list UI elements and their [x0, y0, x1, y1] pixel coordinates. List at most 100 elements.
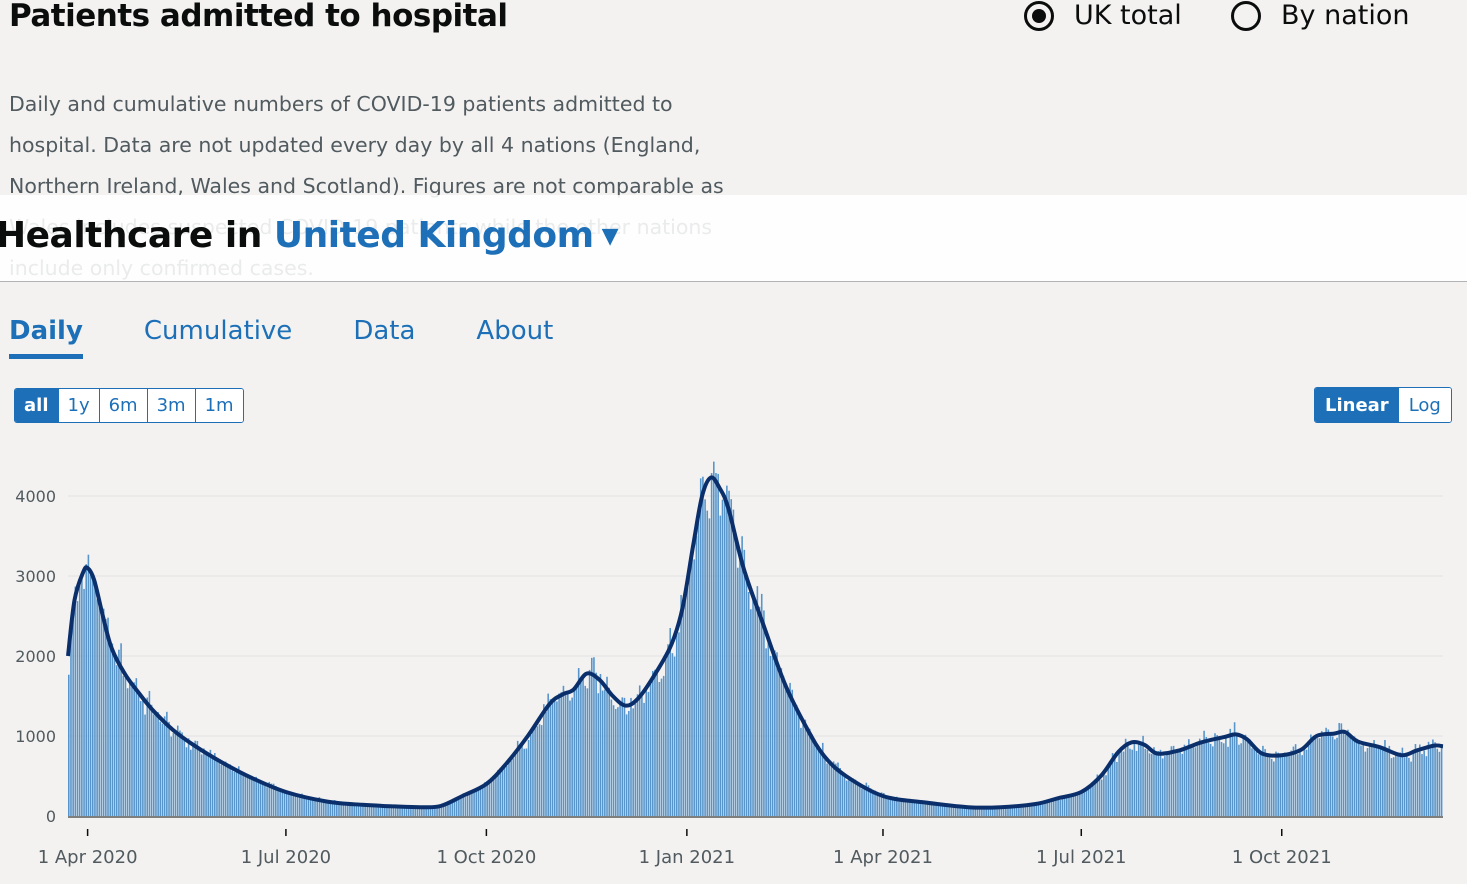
range-6m-button[interactable]: 6m [99, 389, 148, 422]
daily-bar [322, 802, 325, 816]
daily-bar [505, 765, 508, 816]
daily-bar [619, 703, 621, 816]
daily-bar [1122, 751, 1125, 816]
daily-bar [1222, 743, 1225, 816]
radio-uk-total-label: UK total [1074, 0, 1182, 31]
daily-bar [1209, 743, 1212, 816]
daily-bar [495, 776, 497, 816]
tab-about[interactable]: About [476, 316, 554, 346]
range-all-button[interactable]: all [15, 389, 59, 422]
daily-bar [1327, 729, 1330, 816]
range-1y-button[interactable]: 1y [58, 389, 100, 422]
daily-bar [606, 676, 608, 816]
daily-bar [972, 807, 974, 816]
daily-bar [386, 806, 388, 816]
daily-bar [1438, 751, 1441, 816]
daily-bar [466, 792, 469, 816]
daily-bar [1362, 743, 1364, 816]
daily-bar [246, 777, 249, 816]
daily-bar [614, 709, 617, 816]
daily-bar [963, 806, 966, 816]
daily-bar [915, 801, 918, 816]
daily-bar [861, 788, 863, 816]
daily-bar [952, 805, 955, 816]
daily-bar [464, 797, 467, 816]
tab-data[interactable]: Data [353, 316, 416, 346]
daily-bar [540, 725, 543, 816]
daily-bar [1002, 805, 1005, 816]
daily-bar [227, 765, 229, 816]
daily-bar [824, 759, 826, 816]
daily-bar [590, 657, 593, 816]
range-3m-button[interactable]: 3m [147, 389, 196, 422]
daily-bar [802, 723, 804, 816]
daily-bar [1314, 736, 1317, 816]
daily-bar [850, 777, 852, 816]
daily-bar [1000, 806, 1003, 816]
daily-bar [1318, 738, 1321, 816]
daily-bar [1181, 753, 1184, 816]
daily-bar [91, 572, 94, 816]
daily-bar [312, 799, 314, 816]
daily-bar [1118, 749, 1120, 816]
daily-bar [601, 690, 604, 816]
daily-bar [717, 473, 719, 816]
daily-bar [832, 761, 835, 816]
daily-bar [1076, 794, 1079, 816]
daily-bar [571, 697, 573, 816]
daily-bar [957, 805, 959, 816]
y-tick-label: 1000 [15, 727, 56, 746]
scale-log-button[interactable]: Log [1398, 388, 1451, 422]
radio-by-nation[interactable]: By nation [1231, 0, 1409, 31]
daily-bar [1225, 737, 1227, 816]
daily-bar [893, 798, 896, 816]
daily-bar [218, 762, 220, 816]
daily-bar [1297, 754, 1299, 816]
daily-bar [1377, 746, 1380, 816]
sticky-area-header: Healthcare in United Kingdom ▼ [0, 195, 1467, 282]
daily-bar [344, 802, 347, 816]
daily-bar [647, 691, 650, 816]
daily-bar [497, 769, 499, 816]
daily-bar [780, 668, 783, 816]
daily-bar [880, 792, 883, 816]
daily-bar [610, 699, 613, 816]
daily-bar [930, 802, 933, 816]
daily-bar [122, 675, 125, 816]
daily-bar [174, 731, 177, 816]
caret-down-icon[interactable]: ▼ [601, 224, 619, 249]
daily-bar [1257, 754, 1260, 816]
radio-by-nation-label: By nation [1281, 0, 1410, 31]
daily-bar [974, 805, 977, 816]
daily-bar [1281, 757, 1284, 816]
daily-bar [913, 800, 916, 816]
daily-bar [1279, 753, 1282, 816]
daily-bar [597, 693, 600, 816]
daily-bar [168, 721, 170, 816]
daily-bar [1229, 728, 1232, 816]
tab-daily[interactable]: Daily [9, 316, 83, 359]
daily-bar [843, 776, 846, 816]
daily-bar [412, 806, 414, 816]
scale-selector: Linear Log [1314, 387, 1452, 423]
daily-bar [658, 682, 661, 816]
daily-bar [821, 742, 824, 816]
range-1m-button[interactable]: 1m [195, 389, 243, 422]
daily-bar [107, 617, 109, 816]
daily-bar [1018, 804, 1020, 816]
scale-linear-button[interactable]: Linear [1315, 388, 1399, 422]
daily-bar [233, 771, 236, 816]
daily-bar [1386, 749, 1388, 816]
daily-bar [268, 781, 271, 816]
tab-cumulative[interactable]: Cumulative [143, 316, 293, 346]
location-selector[interactable]: United Kingdom [273, 215, 594, 256]
daily-bar [560, 692, 563, 816]
radio-uk-total[interactable]: UK total [1024, 0, 1182, 31]
rolling-average-layer [66, 475, 1444, 810]
daily-bar [444, 804, 447, 816]
daily-bar [806, 727, 809, 816]
daily-bar [1007, 806, 1009, 816]
daily-bar [1440, 747, 1443, 816]
daily-bar [342, 803, 345, 816]
daily-bar [1233, 722, 1236, 816]
